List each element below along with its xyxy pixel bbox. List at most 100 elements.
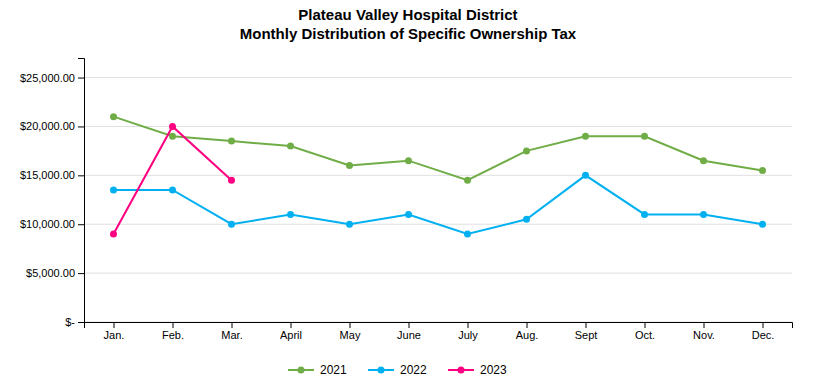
series-point (228, 138, 235, 145)
x-tick-mark (704, 322, 705, 328)
y-tick: $20,000.00 (20, 120, 84, 132)
series (110, 123, 235, 238)
legend-label: 2022 (400, 363, 427, 377)
series-point (464, 231, 471, 238)
series-point (700, 211, 707, 218)
x-tick-mark (291, 322, 292, 328)
series-point (287, 143, 294, 150)
legend-marker (298, 367, 305, 374)
grid-line (84, 126, 792, 127)
x-axis: Jan. Feb. Mar. April May June July Aug. Sept Oct.… (85, 322, 793, 341)
x-tick: Sept (575, 322, 598, 341)
series-point (346, 221, 353, 228)
y-tick-mark (78, 273, 84, 274)
x-tick-mark (232, 322, 233, 328)
chart: Plateau Valley Hospital District Monthly … (0, 0, 816, 384)
x-tick-label: May (340, 329, 361, 341)
series (110, 172, 766, 238)
series-point (228, 177, 235, 184)
series-point (582, 172, 589, 179)
y-tick-label: $25,000.00 (20, 72, 75, 84)
y-tick-mark (78, 224, 84, 225)
x-tick: Mar. (221, 322, 242, 341)
series-point (228, 221, 235, 228)
x-tick: Aug. (516, 322, 539, 341)
x-tick-mark (527, 322, 528, 328)
series-point (169, 187, 176, 194)
legend-item: 2023 (448, 363, 507, 377)
x-tick: Nov. (693, 322, 715, 341)
series-line (114, 117, 763, 181)
legend: 2021 2022 2023 (288, 363, 507, 377)
y-tick: $10,000.00 (20, 218, 84, 230)
legend-marker (378, 367, 385, 374)
series-group (110, 113, 766, 237)
x-axis-line (85, 323, 793, 329)
series-point (287, 211, 294, 218)
legend-label: 2023 (480, 363, 507, 377)
x-tick-label: Sept (575, 329, 598, 341)
plot: $- $5,000.00 $10,000.00 $15,000.00 $20,000.0… (20, 59, 793, 341)
x-tick-mark (114, 322, 115, 328)
series-point (759, 167, 766, 174)
x-tick-mark (173, 322, 174, 328)
legend-label: 2021 (320, 363, 347, 377)
grid-line (84, 273, 792, 274)
y-tick-label: $15,000.00 (20, 169, 75, 181)
y-tick-mark (78, 322, 84, 323)
x-tick-label: Aug. (516, 329, 539, 341)
x-tick-mark (586, 322, 587, 328)
y-tick: $5,000.00 (26, 267, 84, 279)
series-point (464, 177, 471, 184)
series-point (523, 216, 530, 223)
x-tick-mark (763, 322, 764, 328)
x-tick-label: July (458, 329, 478, 341)
series-point (346, 162, 353, 169)
subtitle: Monthly Distribution of Specific Ownersh… (240, 25, 577, 42)
y-tick-label: $20,000.00 (20, 120, 75, 132)
series-point (523, 147, 530, 154)
x-tick-mark (350, 322, 351, 328)
x-tick-label: Dec. (752, 329, 775, 341)
x-tick: July (458, 322, 478, 341)
y-axis-line (78, 59, 85, 323)
legend-item: 2022 (368, 363, 427, 377)
series-point (169, 123, 176, 130)
series-line (114, 126, 232, 234)
x-tick: Oct. (635, 322, 655, 341)
series-point (759, 221, 766, 228)
x-tick-label: Oct. (635, 329, 655, 341)
series-point (110, 231, 117, 238)
series-point (169, 133, 176, 140)
y-tick-mark (78, 175, 84, 176)
x-tick-mark (468, 322, 469, 328)
grid-line (84, 77, 792, 78)
x-tick-label: April (280, 329, 302, 341)
y-tick: $25,000.00 (20, 72, 84, 84)
y-tick-label: $10,000.00 (20, 218, 75, 230)
x-tick-mark (409, 322, 410, 328)
series (110, 113, 766, 184)
y-axis: $- $5,000.00 $10,000.00 $15,000.00 $20,000.0… (20, 59, 85, 329)
series-point (405, 157, 412, 164)
x-tick: April (280, 322, 302, 341)
title: Plateau Valley Hospital District (298, 6, 517, 23)
series-point (700, 157, 707, 164)
y-tick: $- (65, 316, 84, 328)
series-line (114, 175, 763, 234)
grid-line (84, 175, 792, 176)
x-tick-label: Feb. (162, 329, 184, 341)
y-tick: $15,000.00 (20, 169, 84, 181)
series-point (641, 211, 648, 218)
x-tick-label: Mar. (221, 329, 242, 341)
grid (84, 78, 792, 322)
series-point (582, 133, 589, 140)
x-tick: Dec. (752, 322, 775, 341)
series-point (110, 113, 117, 120)
x-tick: Jan. (104, 322, 125, 341)
x-tick: June (397, 322, 421, 341)
series-point (110, 187, 117, 194)
x-tick-label: June (397, 329, 421, 341)
y-tick-label: $5,000.00 (26, 267, 75, 279)
y-tick-mark (78, 126, 84, 127)
